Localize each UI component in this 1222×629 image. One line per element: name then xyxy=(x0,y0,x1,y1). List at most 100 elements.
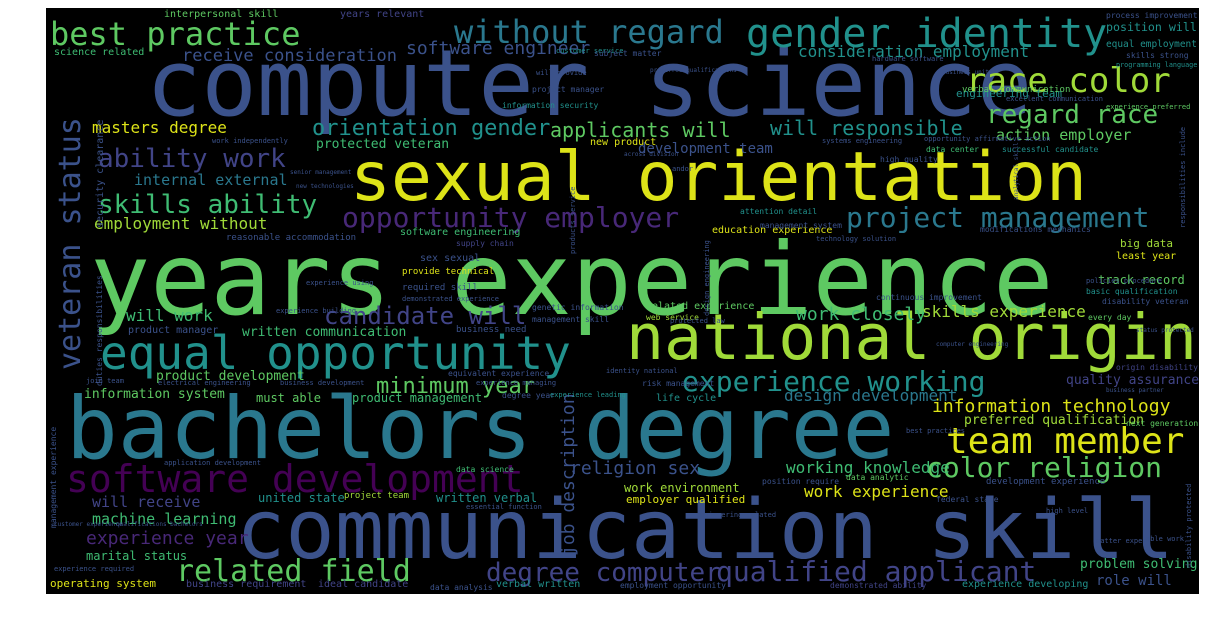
word-security-clearance: security clearance xyxy=(95,119,106,228)
word-computer-science: computer science xyxy=(146,30,1033,137)
word-excellent-communication: excellent communication xyxy=(1006,95,1103,103)
word-genetic-information: genetic information xyxy=(532,303,624,312)
word-demonstrated-experience: demonstrated experience xyxy=(402,295,499,303)
word-successful-candidate: successful candidate xyxy=(1002,145,1099,154)
word-business-development: business development xyxy=(280,379,365,387)
word-experience-leading: experience leading xyxy=(550,391,626,399)
word-subject-matter: subject matter xyxy=(594,49,662,58)
word-will-receive: will receive xyxy=(92,493,201,511)
word-employer-qualified: employer qualified xyxy=(626,493,746,506)
word-interpersonal-skill: interpersonal skill xyxy=(164,9,279,20)
word-experience-building: experience building xyxy=(276,307,357,315)
word-protected-law: protected law xyxy=(670,317,725,325)
word-equal-employment: equal employment xyxy=(1106,39,1197,50)
word-products-service: products service xyxy=(569,186,577,254)
word-engineering-related: engineering related xyxy=(696,511,777,519)
word-ability-work: ability work xyxy=(98,144,286,174)
word-web-service: web service xyxy=(646,313,699,322)
word-data-science: data science xyxy=(456,465,514,474)
word-cloud: years experience computer science bachel… xyxy=(46,8,1199,594)
word-federal-state: federal state xyxy=(936,495,999,504)
word-matter-expert: matter expert xyxy=(1096,537,1151,545)
word-customer-experience: customer experience xyxy=(54,521,123,528)
word-risk-management: risk management xyxy=(642,379,715,388)
word-preferred-qualifications: preferred qualifications xyxy=(650,67,737,74)
word-race-color: race color xyxy=(966,61,1171,101)
word-project-team: project team xyxy=(344,491,410,501)
word-status-protected: status protected xyxy=(1136,327,1194,334)
word-development-experience: development experience xyxy=(986,477,1106,487)
word-information-system: information system xyxy=(84,387,225,402)
word-receive-consideration: receive consideration xyxy=(182,46,397,66)
word-related-experience: related experience xyxy=(646,301,755,312)
word-preferred-qualification: preferred qualification xyxy=(964,413,1145,428)
word-best-practice: best practice xyxy=(50,15,301,53)
word-experience-managing: experience managing xyxy=(476,379,557,387)
word-across-division: across division xyxy=(624,151,679,158)
word-marital-status: marital status xyxy=(86,549,188,563)
word-problem-solving: problem solving xyxy=(1080,557,1198,572)
word-essential-function: essential function xyxy=(466,503,542,511)
word-experience-using: experience using xyxy=(306,279,374,287)
word-opportunity-affirmative-action: opportunity affirmative action xyxy=(924,135,1051,143)
word-responsibilities-include: responsibilities include xyxy=(1179,126,1187,228)
word-without-regard: without regard xyxy=(454,13,724,51)
word-business-unit: business unit xyxy=(942,69,989,76)
word-skills-ability: skills ability xyxy=(98,190,318,220)
word-position-require: position require xyxy=(762,477,840,486)
word-customer-service: customer service xyxy=(556,47,624,55)
word-management-skill: management skill xyxy=(532,315,610,324)
word-new-technologies: new technologies xyxy=(296,183,354,190)
word-application-development: application development xyxy=(164,459,261,467)
word-related-field: related field xyxy=(176,554,411,589)
word-work-closely: work closely xyxy=(796,304,927,325)
word-equal-opportunity: equal opportunity xyxy=(100,326,571,380)
word-required-skill: required skill xyxy=(402,283,478,293)
word-skills-experience: skills experience xyxy=(922,302,1086,321)
word-identity-national: identity national xyxy=(606,367,678,375)
word-able-work: able work xyxy=(1146,535,1184,543)
word-development-team: development team xyxy=(638,141,773,157)
word-data-analysis: data analysis xyxy=(430,583,493,592)
word-gender-identity: gender identity xyxy=(746,11,1108,57)
word-engineering-team: engineering team xyxy=(956,87,1062,100)
word-experience-year: experience year xyxy=(86,528,249,549)
word-minimum-year: minimum year xyxy=(376,374,535,399)
word-information-technology: information technology xyxy=(932,396,1171,417)
word-employment-without: employment without xyxy=(94,214,268,233)
word-sex-sexual: sex sexual xyxy=(420,253,481,264)
word-bachelors-degree: bachelors degree xyxy=(66,379,895,479)
word-next-generation: next generation xyxy=(1126,419,1199,428)
word-verbal-written: verbal written xyxy=(496,579,581,590)
word-disability-protected: disability protected xyxy=(1185,483,1193,568)
word-opportunity-employer: opportunity employer xyxy=(342,201,680,234)
word-policies-procedure: policies procedure xyxy=(1086,277,1162,285)
word-product-manager: product manager xyxy=(128,325,219,336)
word-years-relevant: years relevant xyxy=(340,9,425,20)
word-project-manager: project manager xyxy=(532,85,605,94)
word-must-able: must able xyxy=(256,391,322,405)
word-qualified-applicant: qualified applicant xyxy=(716,555,1037,588)
word-quality-assurance: quality assurance xyxy=(1066,373,1199,388)
word-machine-learning: machine learning xyxy=(92,510,237,528)
word-basic-qualification: basic qualification xyxy=(1086,287,1178,296)
word-will-responsible: will responsible xyxy=(770,116,963,140)
word-attention-detail: attention detail xyxy=(740,207,818,216)
word-information-security: information security xyxy=(502,101,599,110)
word-qualifications-bachelors: qualifications bachelors xyxy=(116,521,203,528)
word-candidate-will: candidate will xyxy=(324,302,527,330)
word-best-practices: best practices xyxy=(906,427,966,435)
word-technology-solution: technology solution xyxy=(816,235,897,243)
word-new-product: new product xyxy=(590,137,657,148)
word-electrical-engineering: electrical engineering xyxy=(158,379,251,387)
word-religion-sex: religion sex xyxy=(570,458,701,479)
word-masters-degree: masters degree xyxy=(92,118,227,137)
word-written-communication: written communication xyxy=(242,325,407,340)
word-least-year: least year xyxy=(1116,251,1177,262)
word-computer-engineering: computer engineering xyxy=(936,341,1009,348)
word-every-day: every day xyxy=(1088,313,1132,322)
word-applicants-will: applicants will xyxy=(550,118,731,142)
word-team-member: team member xyxy=(946,421,1185,462)
word-united-state: united state xyxy=(258,491,345,505)
word-experience-working: experience working xyxy=(682,365,986,398)
